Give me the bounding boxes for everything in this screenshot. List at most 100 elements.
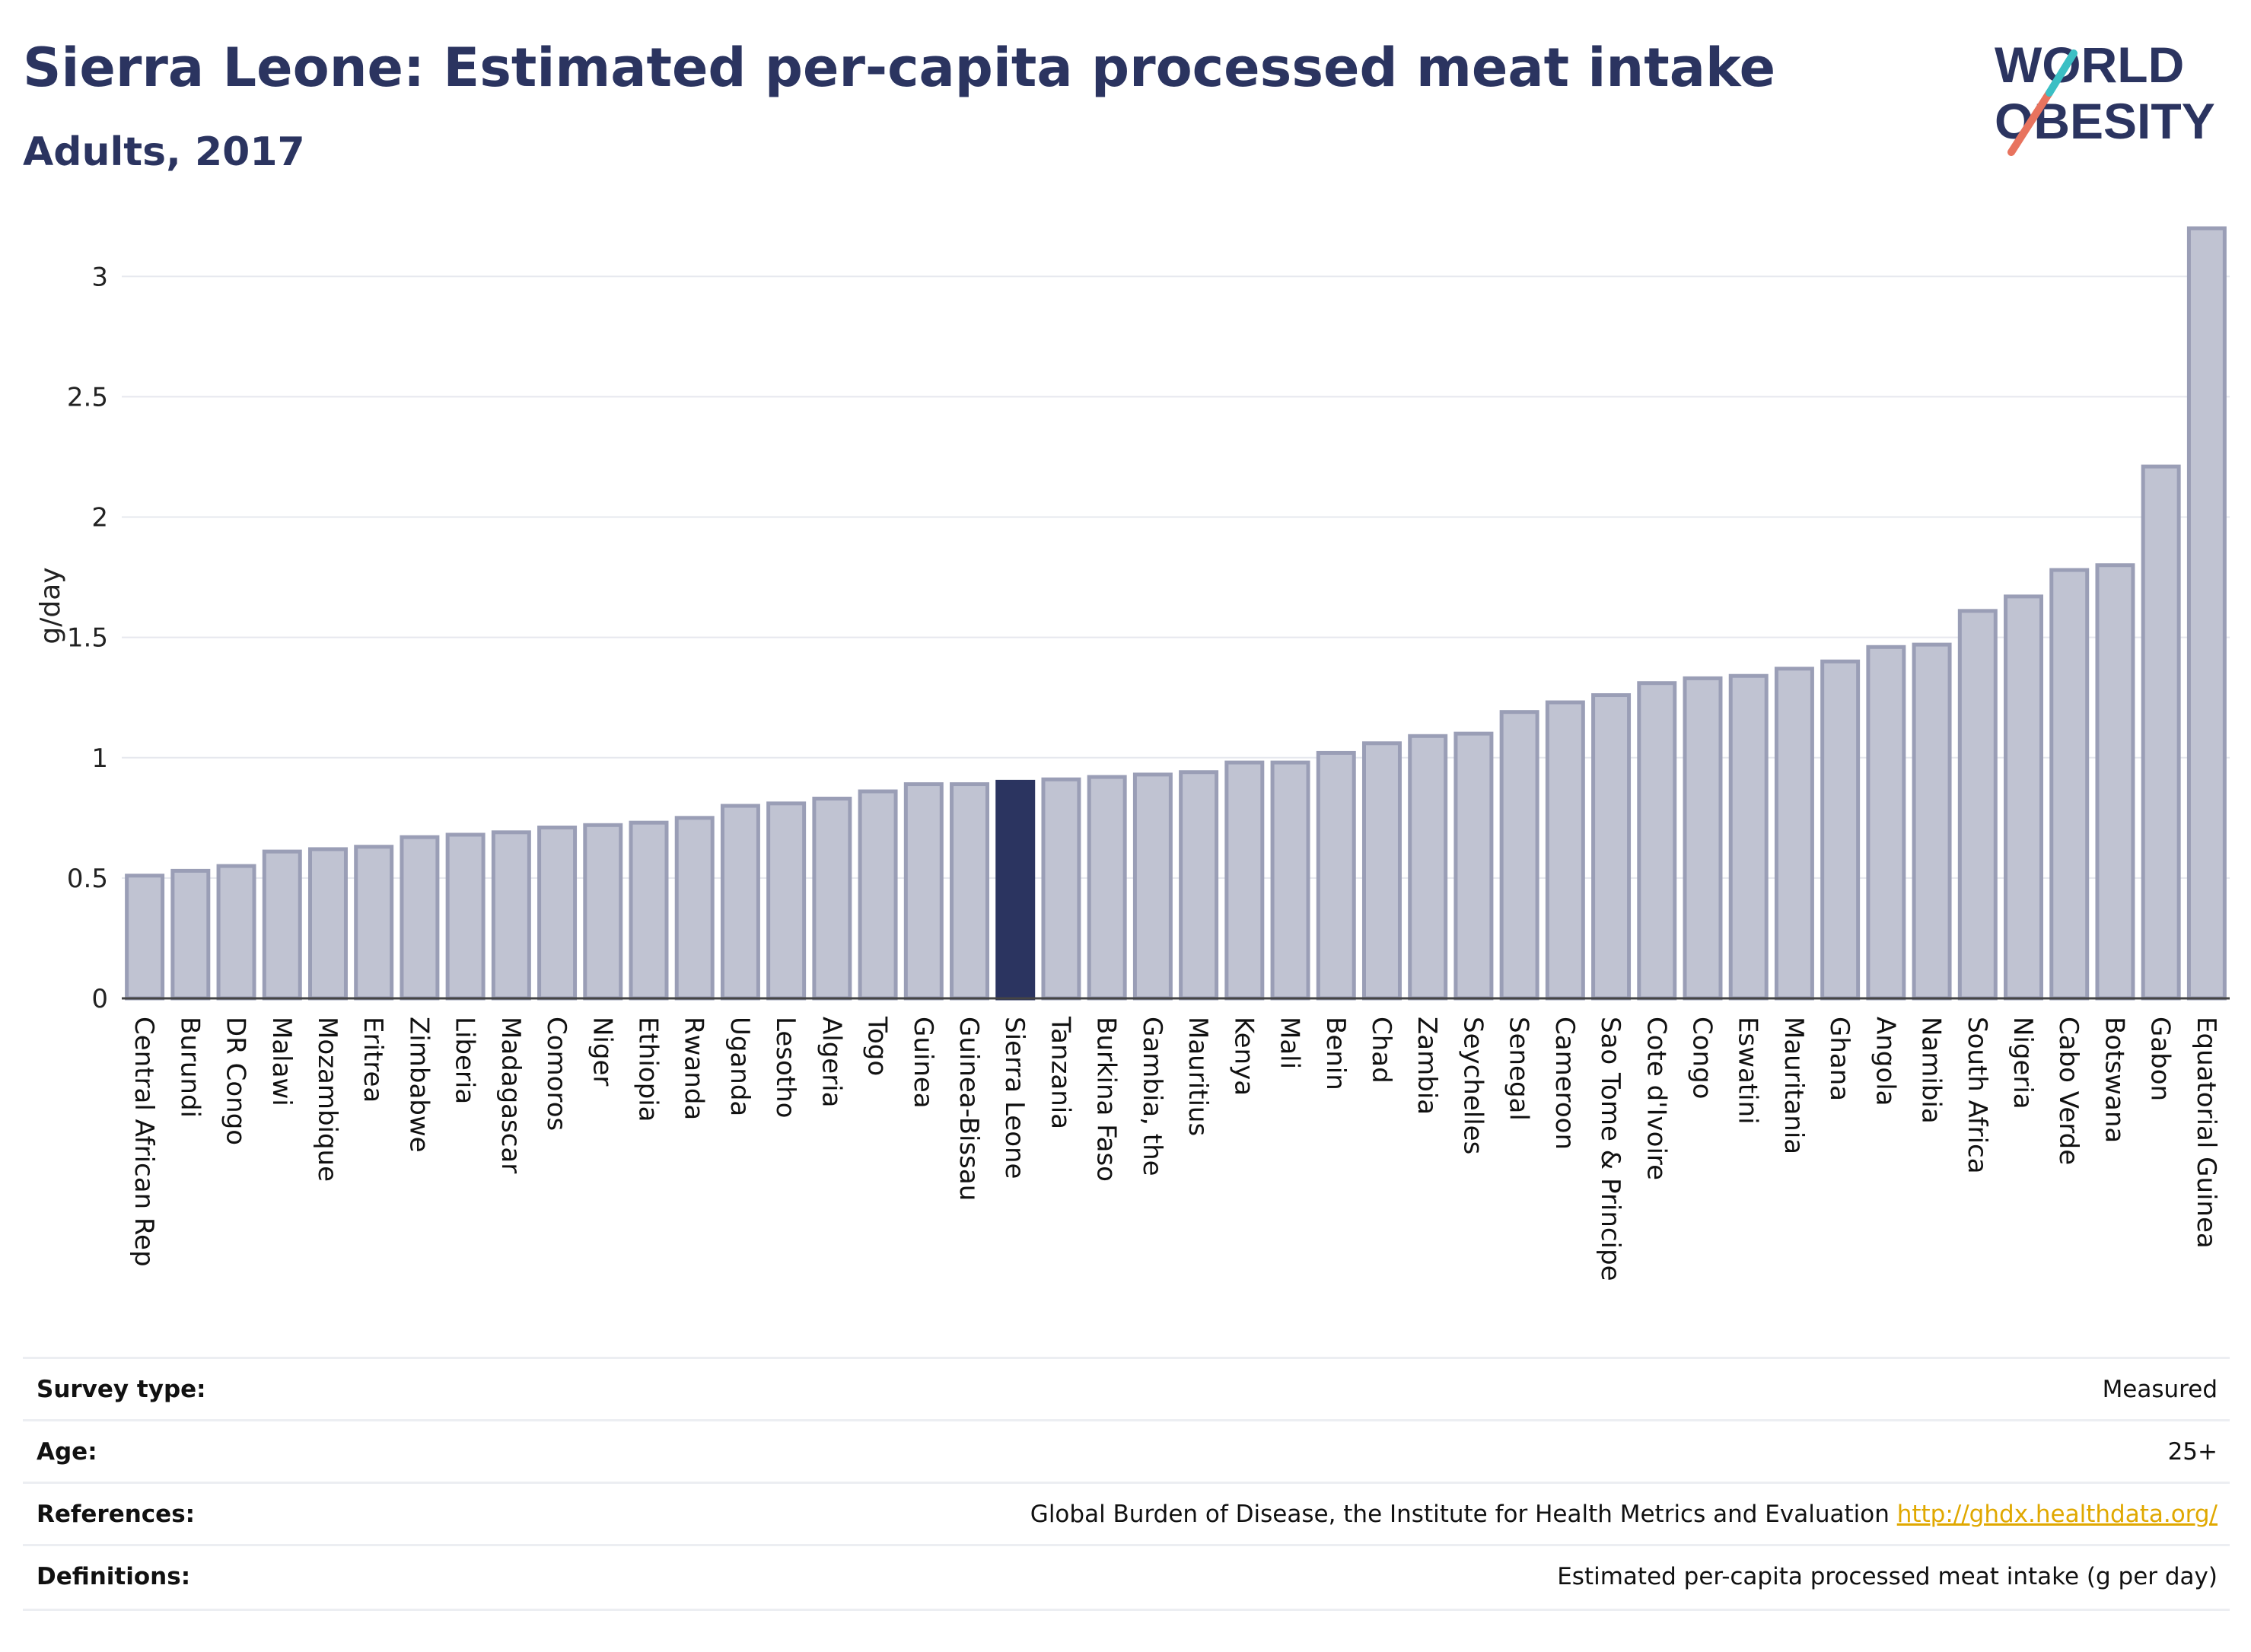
bar xyxy=(1408,734,1448,1001)
bar xyxy=(858,789,898,1001)
x-tick-label: Kenya xyxy=(1228,1017,1259,1096)
info-label: Survey type: xyxy=(37,1376,206,1403)
x-tick-label: Rwanda xyxy=(679,1017,709,1120)
x-tick-label: Zimbabwe xyxy=(403,1017,434,1153)
x-tick-label: Mozambique xyxy=(312,1017,342,1182)
references-link[interactable]: http://ghdx.healthdata.org/ xyxy=(1896,1501,2218,1528)
x-tick-label: Algeria xyxy=(816,1017,846,1107)
world-obesity-logo[interactable]: WORLD OBESITY xyxy=(1990,30,2233,160)
bar xyxy=(170,868,211,1001)
bar xyxy=(2004,594,2044,1001)
bar xyxy=(2141,464,2181,1001)
y-axis-label: g/day xyxy=(35,567,66,644)
bar xyxy=(1361,741,1402,1001)
bar xyxy=(1957,609,1998,1001)
bar xyxy=(216,864,256,1001)
info-value: 25+ xyxy=(2167,1438,2218,1466)
info-value-references: Global Burden of Disease, the Institute … xyxy=(1030,1501,2218,1528)
x-tick-label: Congo xyxy=(1687,1017,1718,1099)
x-tick-label: Liberia xyxy=(450,1017,480,1104)
y-tick-label: 1.5 xyxy=(67,623,108,654)
x-tick-label: Gambia, the xyxy=(1137,1017,1167,1176)
bar xyxy=(1591,693,1632,1001)
x-tick-label: Eritrea xyxy=(358,1017,388,1103)
x-tick-label: Niger xyxy=(587,1017,617,1086)
bar xyxy=(1637,681,1677,1001)
x-tick-label: Gabon xyxy=(2145,1017,2176,1101)
x-tick-label: Guinea xyxy=(908,1017,938,1109)
x-tick-label: Cote d'Ivoire xyxy=(1641,1017,1671,1180)
bar xyxy=(766,801,807,1001)
x-tick-label: Mali xyxy=(1275,1017,1305,1069)
bar xyxy=(1041,777,1081,1001)
bar xyxy=(491,830,531,1001)
x-tick-label: Ghana xyxy=(1824,1017,1855,1101)
bar xyxy=(1087,775,1127,1001)
logo-slash-teal xyxy=(2046,49,2077,97)
x-tick-label: Sierra Leone xyxy=(999,1017,1030,1179)
x-tick-label: Burundi xyxy=(174,1017,205,1118)
x-tick-label: Namibia xyxy=(1916,1017,1947,1124)
info-row-references: References: Global Burden of Disease, th… xyxy=(23,1482,2230,1546)
x-tick-label: Uganda xyxy=(724,1017,755,1116)
bar xyxy=(2095,563,2135,1001)
x-tick-label: Benin xyxy=(1320,1017,1351,1090)
x-tick-label: DR Congo xyxy=(221,1017,251,1145)
x-tick-label: Malawi xyxy=(266,1017,297,1106)
info-row-definitions: Definitions: Estimated per-capita proces… xyxy=(23,1544,2230,1611)
info-row-survey-type: Survey type: Measured xyxy=(23,1357,2230,1421)
bar xyxy=(2049,568,2090,1001)
x-tick-label: Central African Rep xyxy=(129,1017,159,1267)
x-tick-label: Togo xyxy=(862,1016,893,1076)
y-tick-label: 0.5 xyxy=(67,864,108,894)
x-tick-label: Comoros xyxy=(541,1017,572,1131)
bar xyxy=(583,823,623,1001)
info-label: Definitions: xyxy=(37,1563,191,1590)
bar xyxy=(125,874,165,1001)
bar-chart: 0 0.5 1 1.5 2 2.5 3 g/day Central African Rep Bur… xyxy=(35,226,2230,1281)
x-tick-label: Guinea-Bissau xyxy=(954,1017,984,1201)
bar xyxy=(1820,659,1861,1001)
logo-graphic: WORLD OBESITY xyxy=(1995,37,2215,156)
bar xyxy=(2186,226,2227,1001)
bar xyxy=(307,847,348,1001)
bar xyxy=(995,779,1036,1001)
y-tick-label: 3 xyxy=(91,262,108,292)
x-tick-label: Equatorial Guinea xyxy=(2191,1017,2221,1249)
page-subtitle: Adults, 2017 xyxy=(23,129,305,175)
x-tick-label: Burkina Faso xyxy=(1091,1017,1122,1182)
bar xyxy=(1316,750,1356,1001)
bar xyxy=(812,797,852,1001)
bar xyxy=(262,849,302,1001)
info-label: References: xyxy=(37,1501,196,1528)
x-tick-label: Madagascar xyxy=(495,1017,526,1173)
bar xyxy=(1683,676,1723,1001)
bar xyxy=(1774,667,1814,1001)
x-tick-label: Seychelles xyxy=(1457,1017,1488,1154)
bar xyxy=(1224,760,1265,1001)
bar xyxy=(1132,772,1173,1001)
bar xyxy=(1545,700,1585,1001)
x-tick-label: Zambia xyxy=(1412,1017,1442,1115)
x-tick-label: Sao Tome & Principe xyxy=(1595,1017,1625,1281)
x-tick-label: Chad xyxy=(1366,1017,1396,1084)
bar xyxy=(400,835,440,1001)
references-text: Global Burden of Disease, the Institute … xyxy=(1030,1501,1890,1528)
bar xyxy=(445,832,486,1001)
bar xyxy=(674,816,715,1001)
y-tick-label: 2.5 xyxy=(67,382,108,412)
bar xyxy=(1179,770,1219,1001)
x-tick-label: Cabo Verde xyxy=(2053,1017,2084,1165)
y-tick-label: 0 xyxy=(91,984,108,1014)
bar xyxy=(537,825,578,1001)
bar xyxy=(1912,642,1952,1001)
x-tick-label: South Africa xyxy=(1962,1017,1992,1174)
y-tick-label: 1 xyxy=(91,743,108,774)
bar xyxy=(1499,710,1539,1001)
x-tick-label: Tanzania xyxy=(1045,1016,1075,1129)
bar xyxy=(1453,731,1494,1001)
x-tick-label: Nigeria xyxy=(2007,1017,2038,1109)
info-label: Age: xyxy=(37,1438,97,1466)
logo-slash-red xyxy=(2007,89,2053,156)
x-tick-label: Cameroon xyxy=(1549,1017,1580,1150)
